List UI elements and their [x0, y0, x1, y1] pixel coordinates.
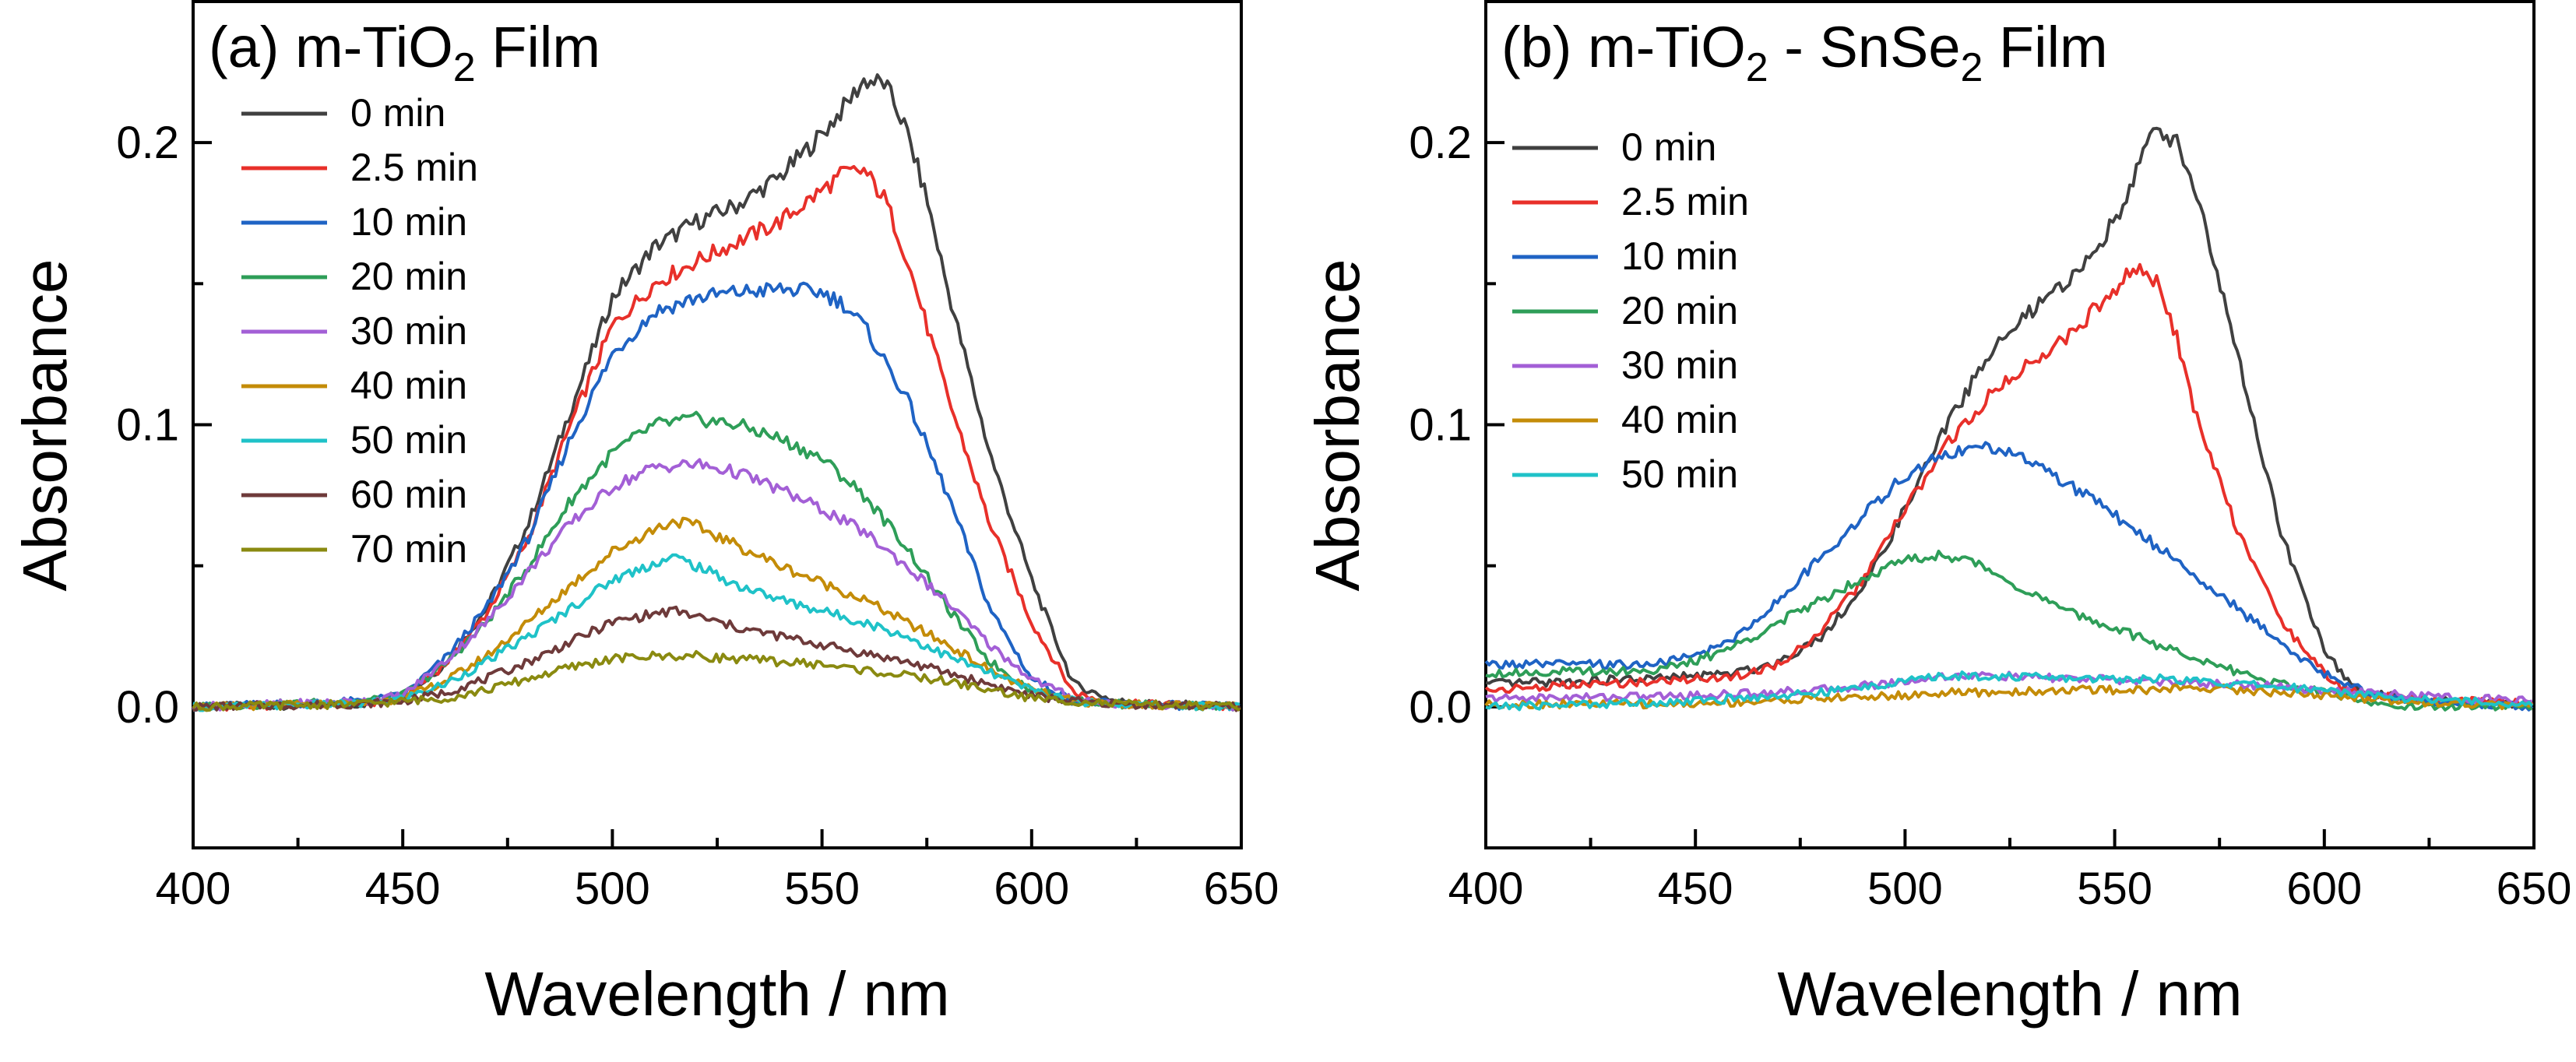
panel-a-legend-label: 30 min: [350, 309, 467, 353]
panel-b-x-tick-label: 500: [1867, 863, 1943, 914]
panel-b-series-line-50-min: [1485, 670, 2534, 712]
panel-a-title: (a) m-TiO2 Film: [209, 15, 600, 90]
panel-a-x-tick-label: 650: [1204, 863, 1279, 914]
panel-b-legend-label: 2.5 min: [1621, 180, 1749, 223]
panel-b-title: (b) m-TiO2 - SnSe2 Film: [1501, 15, 2108, 90]
panel-a-x-tick-label: 450: [365, 863, 441, 914]
panel-b-legend-label: 40 min: [1621, 398, 1738, 441]
panel-a-y-tick-label: 0.2: [116, 118, 179, 168]
panel-a: 400 450 500 550 600 650 0.0 0.1 0.2 (a) m-TiO2 F…: [10, 0, 1279, 1029]
panel-b-legend: 0 min 2.5 min 10 min 20 min 30 min 40 min 50 m…: [1512, 125, 1749, 496]
panel-b-series-line-0-min: [1485, 126, 2533, 709]
panel-b-legend-label: 30 min: [1621, 343, 1738, 387]
panel-a-legend-label: 40 min: [350, 364, 467, 407]
panel-a-x-tick-label: 550: [784, 863, 860, 914]
panel-a-x-tick-label: 400: [156, 863, 231, 914]
panel-b-tick-labels: 400 450 500 550 600 650 0.0 0.1 0.2: [1409, 118, 2571, 914]
panel-b-series-line-20-min: [1485, 550, 2533, 712]
panel-b-legend-label: 10 min: [1621, 234, 1738, 278]
panel-a-x-tick-label: 600: [994, 863, 1069, 914]
panel-b-ticks: [1484, 0, 2536, 849]
panel-a-legend-label: 50 min: [350, 418, 467, 462]
panel-a-y-axis-label: Absorbance: [10, 259, 79, 592]
panel-b-x-tick-label: 450: [1658, 863, 1733, 914]
panel-b-y-tick-label: 0.1: [1409, 400, 1472, 451]
panel-a-y-tick-label: 0.1: [116, 400, 179, 451]
panel-b-y-tick-label: 0.2: [1409, 118, 1472, 168]
panel-a-legend-label: 60 min: [350, 473, 467, 516]
panel-a-legend-label: 70 min: [350, 527, 467, 571]
panel-a-tick-labels: 400 450 500 550 600 650 0.0 0.1 0.2: [116, 118, 1279, 914]
panel-b-legend-label: 0 min: [1621, 125, 1716, 169]
panel-a-legend: 0 min 2.5 min 10 min 20 min 30 min 40 min 50 m…: [241, 91, 478, 571]
panel-a-legend-label: 2.5 min: [350, 146, 478, 189]
panel-a-y-tick-label: 0.0: [116, 682, 179, 733]
panel-a-series: [192, 73, 1241, 712]
panel-b-series-line-10-min: [1484, 441, 2534, 712]
panel-b-x-axis-label: Wavelength / nm: [1777, 959, 2242, 1029]
panel-a-series-line-70-min: [192, 649, 1240, 712]
panel-a-x-axis-label: Wavelength / nm: [484, 959, 949, 1029]
panel-a-x-tick-label: 500: [575, 863, 650, 914]
panel-a-legend-label: 0 min: [350, 91, 445, 135]
panel-a-legend-label: 20 min: [350, 255, 467, 298]
panel-b-series: [1484, 126, 2534, 712]
panel-a-legend-label: 10 min: [350, 200, 467, 244]
panel-b: 400 450 500 550 600 650 0.0 0.1 0.2 (b) m-TiO2 -…: [1303, 0, 2571, 1029]
panel-b-legend-label: 50 min: [1621, 452, 1738, 496]
panel-b-x-tick-label: 550: [2077, 863, 2152, 914]
panel-b-legend-label: 20 min: [1621, 289, 1738, 332]
panel-b-x-tick-label: 600: [2286, 863, 2362, 914]
panel-b-x-tick-label: 650: [2497, 863, 2572, 914]
panel-b-y-axis-label: Absorbance: [1303, 259, 1372, 592]
panel-b-y-tick-label: 0.0: [1409, 682, 1472, 733]
panel-b-x-tick-label: 400: [1448, 863, 1524, 914]
